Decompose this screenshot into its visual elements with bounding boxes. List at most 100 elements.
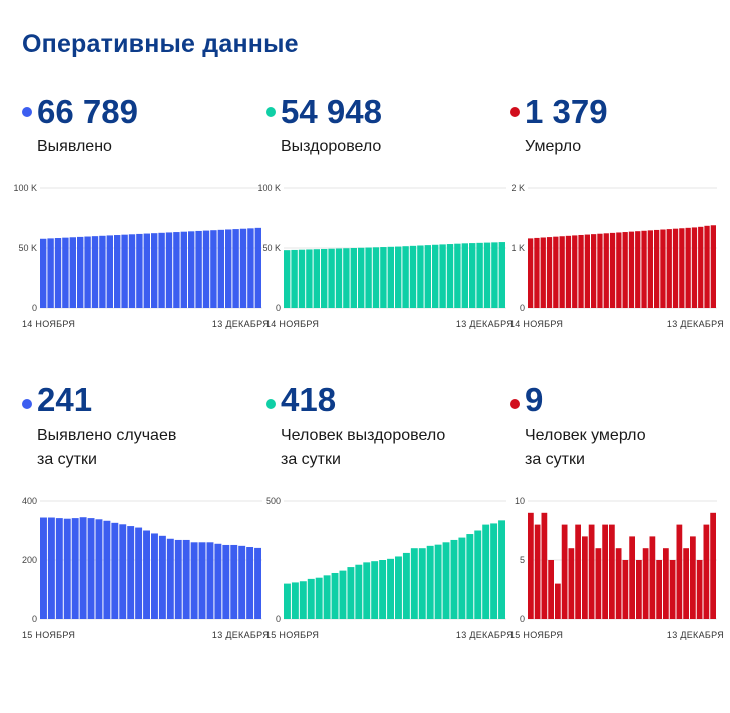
bar xyxy=(62,237,69,308)
bar xyxy=(642,548,649,619)
bar xyxy=(232,229,239,308)
bar xyxy=(540,237,546,308)
y-tick-label: 100 K xyxy=(257,183,281,193)
bar xyxy=(387,558,394,619)
panel-deaths-total: 1 379 Умерло 2 K 1 K 0 14 НОЯБРЯ 13 ДЕКАБРЯ xyxy=(510,95,730,425)
green-dot-icon xyxy=(266,107,276,117)
bar xyxy=(379,560,387,619)
y-tick-label: 0 xyxy=(276,303,281,313)
bar xyxy=(222,544,230,619)
bar xyxy=(629,536,635,619)
y-tick-label: 1 K xyxy=(511,243,525,253)
bar xyxy=(528,238,534,308)
bar xyxy=(474,530,482,619)
chart-recovered-daily: 500 0 15 НОЯБРЯ 13 ДЕКАБРЯ xyxy=(266,496,513,640)
stat-value: 1 379 xyxy=(525,93,608,130)
bar xyxy=(135,527,143,619)
bar xyxy=(350,248,357,308)
bar xyxy=(418,548,426,619)
bar xyxy=(635,231,641,308)
bar xyxy=(323,575,331,619)
bar xyxy=(654,229,660,308)
y-tick-label: 0 xyxy=(520,303,525,313)
bar xyxy=(575,524,581,619)
bar xyxy=(239,228,247,308)
bar xyxy=(616,232,622,308)
bar xyxy=(91,236,99,308)
y-tick-label: 10 xyxy=(515,496,525,506)
x-label-start: 15 НОЯБРЯ xyxy=(266,630,319,640)
bar xyxy=(710,225,716,308)
bar xyxy=(119,524,127,619)
bar xyxy=(190,542,198,619)
x-label-start: 14 НОЯБРЯ xyxy=(22,319,75,329)
bar xyxy=(672,228,679,308)
stat-label-line1: Человек выздоровело xyxy=(281,427,446,444)
stat-label-line2: за сутки xyxy=(281,451,341,468)
chart-detected-daily: 400 200 0 15 НОЯБРЯ 13 ДЕКАБРЯ xyxy=(22,496,269,640)
bar xyxy=(622,560,629,619)
bar xyxy=(588,524,595,619)
stat-label-line1: Человек умерло xyxy=(525,427,646,444)
bar xyxy=(99,235,106,308)
panel-detected-daily: 241 Выявлено случаев за сутки 400 200 0 15 … xyxy=(22,383,269,713)
bar xyxy=(111,522,119,619)
bar xyxy=(424,245,431,308)
bar xyxy=(541,512,548,619)
stat-label: Умерло xyxy=(525,138,582,155)
green-dot-icon xyxy=(266,399,276,409)
bar xyxy=(483,242,491,308)
bar xyxy=(254,227,261,308)
bar xyxy=(534,524,541,619)
bar xyxy=(331,572,339,619)
bar xyxy=(450,539,458,619)
bar xyxy=(313,249,320,308)
bar xyxy=(649,536,656,619)
chart-detected-total: 100 K 50 K 0 14 НОЯБРЯ 13 ДЕКАБРЯ xyxy=(13,183,268,329)
bar xyxy=(691,227,698,308)
bar xyxy=(442,542,450,619)
bar xyxy=(628,231,635,308)
bar xyxy=(703,524,710,619)
bar xyxy=(482,524,490,619)
bar xyxy=(387,246,394,308)
bar xyxy=(284,250,291,308)
bar xyxy=(254,547,261,619)
bar xyxy=(469,243,476,308)
stat-value: 54 948 xyxy=(281,93,382,130)
red-dot-icon xyxy=(510,107,520,117)
bar xyxy=(679,228,685,308)
x-label-end: 13 ДЕКАБРЯ xyxy=(456,319,513,329)
bar xyxy=(95,519,103,619)
bar xyxy=(195,230,202,308)
bar xyxy=(426,545,434,619)
bar xyxy=(54,238,62,308)
bar xyxy=(546,237,553,308)
bar xyxy=(63,518,71,619)
bar xyxy=(339,570,347,619)
bar xyxy=(548,560,554,619)
y-tick-label: 0 xyxy=(32,614,37,624)
bar xyxy=(582,536,588,619)
bar xyxy=(609,232,616,308)
bar xyxy=(615,548,622,619)
bar xyxy=(690,536,696,619)
bar xyxy=(299,581,307,619)
bar xyxy=(347,567,355,619)
bar xyxy=(446,244,454,308)
bar xyxy=(647,230,653,308)
bar xyxy=(696,560,703,619)
bar xyxy=(291,249,298,308)
bar xyxy=(603,233,609,308)
bar xyxy=(166,538,174,619)
bar xyxy=(365,247,372,308)
bar xyxy=(636,560,642,619)
bar xyxy=(584,234,590,308)
y-tick-label: 200 xyxy=(22,555,37,565)
bar xyxy=(47,517,55,619)
bar xyxy=(106,235,113,308)
bar xyxy=(214,543,222,619)
bar xyxy=(84,236,91,308)
bar xyxy=(202,230,210,308)
bar xyxy=(343,248,350,308)
